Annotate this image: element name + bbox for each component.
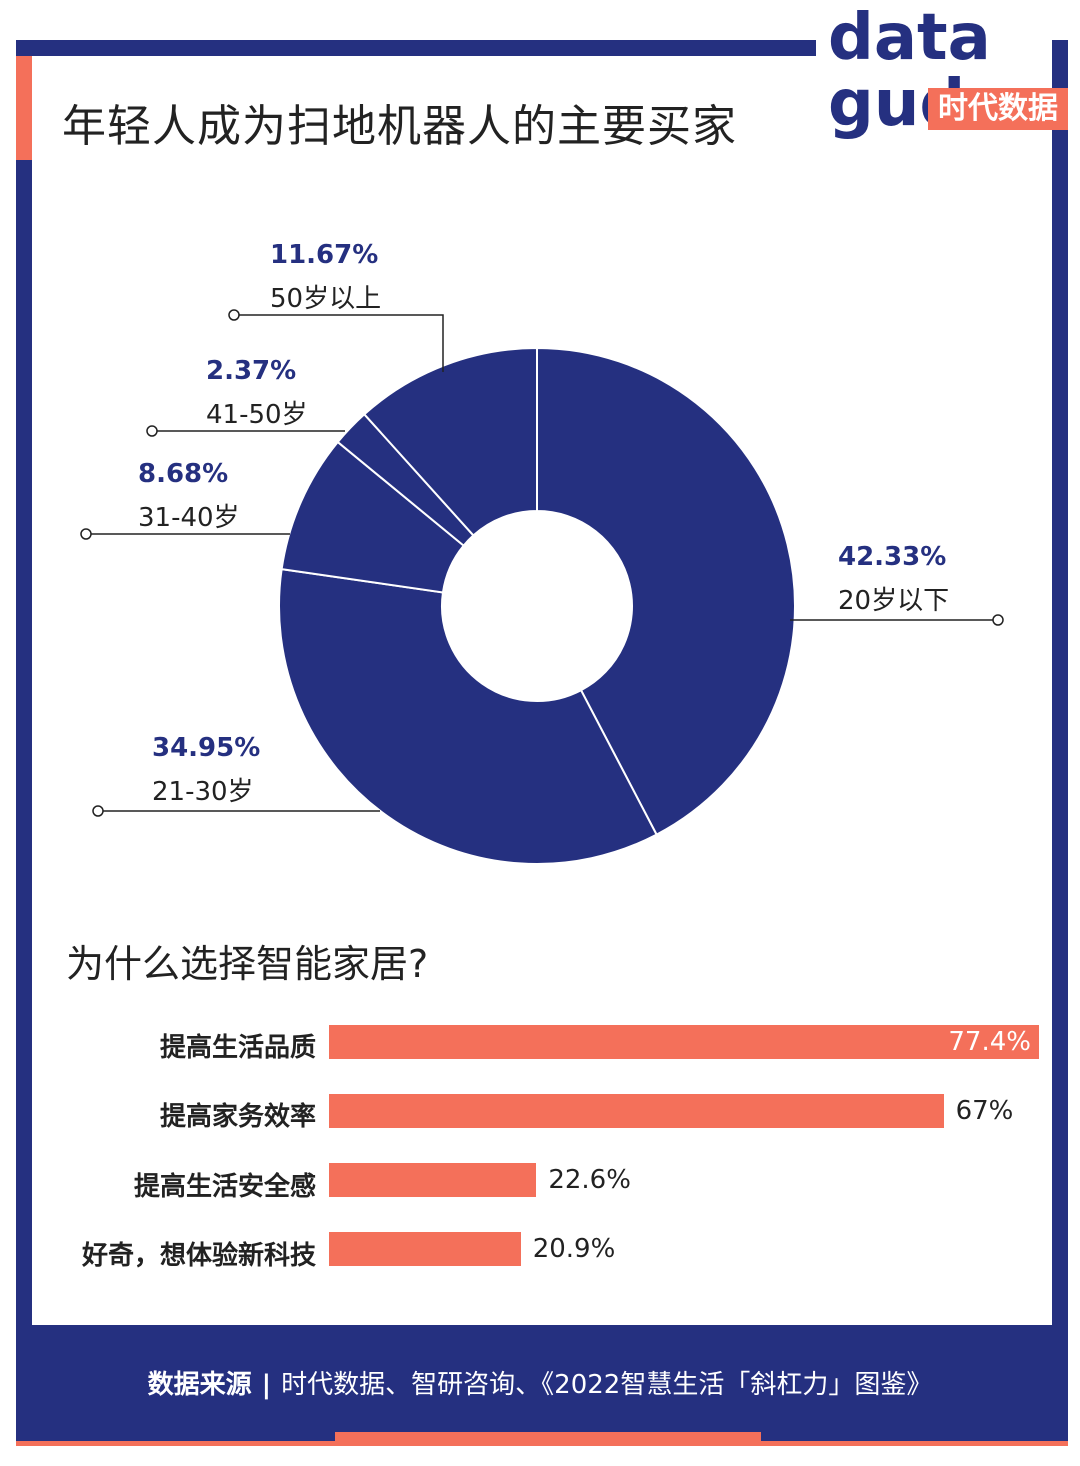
- footer-accent: [335, 1432, 761, 1441]
- slice-label-cat-1: 21-30岁: [152, 777, 254, 807]
- donut-slice-4: [362, 346, 538, 537]
- bar-value-2: 22.6%: [548, 1165, 631, 1195]
- leader-dot-3: [146, 425, 158, 437]
- slice-label-cat-3: 41-50岁: [206, 400, 308, 430]
- bar-2: [329, 1163, 537, 1197]
- slice-label-pct-0: 42.33%: [838, 542, 947, 572]
- bar-1: [329, 1094, 944, 1128]
- bar-0: [329, 1025, 1039, 1059]
- bar-label-1: 提高家务效率: [159, 1102, 316, 1132]
- slice-label-pct-4: 11.67%: [270, 240, 379, 270]
- frame-left: [16, 40, 32, 1365]
- donut-slice-1: [278, 568, 658, 865]
- donut-chart: [80, 309, 1004, 865]
- source-note: 数据来源 | 时代数据、智研咨询、《2022智慧生活「斜杠力」图鉴》: [0, 1364, 1080, 1401]
- leader-dot-4: [228, 309, 240, 321]
- frame-top: [16, 40, 816, 56]
- bar-section-title: 为什么选择智能家居?: [66, 942, 429, 986]
- bar-label-0: 提高生活品质: [159, 1033, 316, 1063]
- bar-value-0: 77.4%: [948, 1027, 1031, 1057]
- slice-label-pct-1: 34.95%: [152, 733, 261, 763]
- bar-label-3: 好奇，想体验新科技: [81, 1241, 316, 1271]
- bar-value-3: 20.9%: [532, 1234, 616, 1264]
- logo-badge: 时代数据: [928, 88, 1068, 130]
- chart-title: 年轻人成为扫地机器人的主要买家: [62, 101, 737, 152]
- footer-band: [16, 1325, 1068, 1441]
- bar-label-2: 提高生活安全感: [133, 1172, 316, 1202]
- bar-3: [329, 1232, 521, 1266]
- slice-label-pct-2: 8.68%: [138, 459, 229, 489]
- donut-slice-0: [536, 346, 796, 836]
- footer-line: [16, 1441, 1068, 1446]
- slice-label-pct-3: 2.37%: [206, 356, 297, 386]
- source-text: 时代数据、智研咨询、《2022智慧生活「斜杠力」图鉴》: [281, 1370, 933, 1400]
- frame-right: [1052, 40, 1068, 1365]
- leader-dot-1: [92, 805, 104, 817]
- leader-dot-0: [992, 614, 1004, 626]
- leader-line-4: [234, 314, 444, 372]
- source-label: 数据来源: [147, 1370, 252, 1400]
- slice-label-cat-0: 20岁以下: [838, 586, 950, 616]
- slice-label-cat-4: 50岁以上: [270, 284, 382, 314]
- bar-value-1: 67%: [955, 1096, 1014, 1126]
- frame-left-accent: [16, 40, 32, 160]
- source-separator: |: [261, 1370, 272, 1400]
- logo-line1: data: [828, 1, 991, 75]
- slice-label-cat-2: 31-40岁: [138, 503, 240, 533]
- leader-dot-2: [80, 528, 92, 540]
